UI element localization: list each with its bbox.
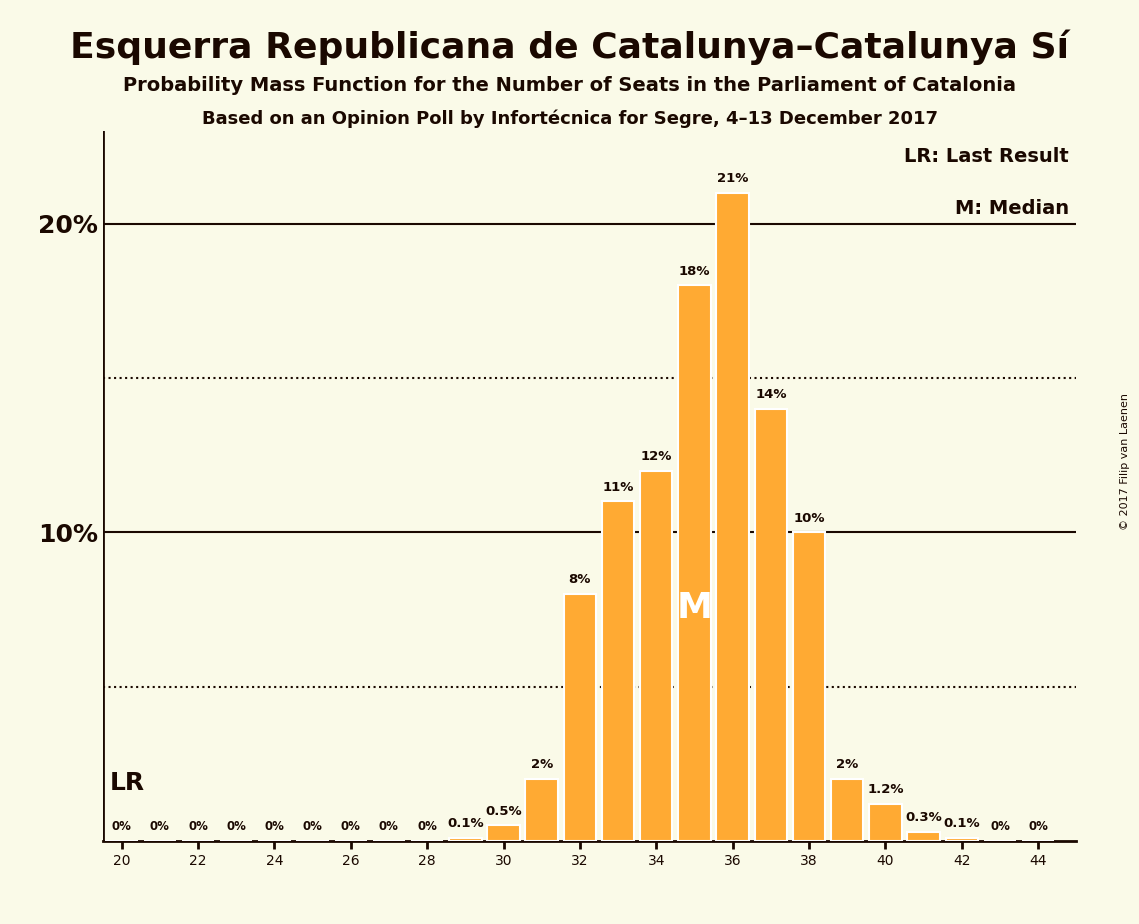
Text: 0.1%: 0.1% bbox=[943, 817, 980, 830]
Text: 0.1%: 0.1% bbox=[446, 817, 484, 830]
Text: 0%: 0% bbox=[417, 821, 437, 833]
Bar bbox=[945, 838, 978, 841]
Bar bbox=[449, 838, 482, 841]
Text: 0%: 0% bbox=[990, 821, 1010, 833]
Text: M: M bbox=[677, 590, 713, 625]
Text: 0%: 0% bbox=[264, 821, 285, 833]
Bar bbox=[678, 286, 711, 841]
Bar bbox=[716, 193, 748, 841]
Bar bbox=[601, 502, 634, 841]
Text: 0.3%: 0.3% bbox=[906, 811, 942, 824]
Text: © 2017 Filip van Laenen: © 2017 Filip van Laenen bbox=[1121, 394, 1130, 530]
Text: 0%: 0% bbox=[150, 821, 170, 833]
Text: 10%: 10% bbox=[793, 512, 825, 525]
Bar bbox=[640, 470, 672, 841]
Bar bbox=[831, 779, 863, 841]
Text: 14%: 14% bbox=[755, 388, 787, 401]
Text: 0%: 0% bbox=[227, 821, 246, 833]
Text: LR: LR bbox=[110, 771, 146, 795]
Text: Based on an Opinion Poll by Infortécnica for Segre, 4–13 December 2017: Based on an Opinion Poll by Infortécnica… bbox=[202, 109, 937, 128]
Text: LR: Last Result: LR: Last Result bbox=[904, 147, 1068, 165]
Text: 2%: 2% bbox=[836, 759, 859, 772]
Text: 18%: 18% bbox=[679, 265, 711, 278]
Text: 2%: 2% bbox=[531, 759, 552, 772]
Text: 0%: 0% bbox=[188, 821, 208, 833]
Text: 21%: 21% bbox=[716, 172, 748, 185]
Text: 0.5%: 0.5% bbox=[485, 805, 522, 818]
Text: 0%: 0% bbox=[379, 821, 399, 833]
Bar bbox=[908, 832, 940, 841]
Text: 0%: 0% bbox=[303, 821, 322, 833]
Text: M: Median: M: Median bbox=[954, 199, 1068, 218]
Text: 0%: 0% bbox=[112, 821, 131, 833]
Bar bbox=[793, 532, 826, 841]
Bar bbox=[564, 594, 596, 841]
Text: 1.2%: 1.2% bbox=[867, 784, 903, 796]
Text: Probability Mass Function for the Number of Seats in the Parliament of Catalonia: Probability Mass Function for the Number… bbox=[123, 76, 1016, 95]
Bar bbox=[525, 779, 558, 841]
Text: 0%: 0% bbox=[1029, 821, 1048, 833]
Text: 8%: 8% bbox=[568, 573, 591, 587]
Text: 12%: 12% bbox=[640, 450, 672, 463]
Text: 11%: 11% bbox=[603, 480, 633, 493]
Text: Esquerra Republicana de Catalunya–Catalunya Sí: Esquerra Republicana de Catalunya–Catalu… bbox=[69, 30, 1070, 65]
Text: 0%: 0% bbox=[341, 821, 361, 833]
Bar bbox=[869, 804, 902, 841]
Bar bbox=[487, 825, 519, 841]
Bar bbox=[755, 409, 787, 841]
